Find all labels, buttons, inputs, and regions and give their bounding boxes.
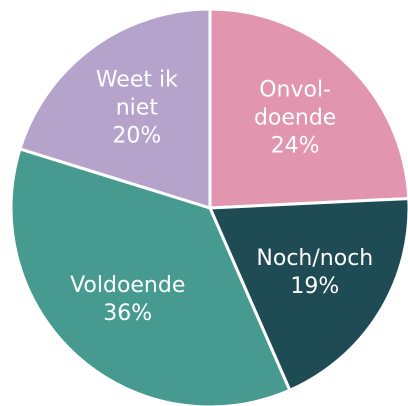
slice-value-label: 24%	[271, 134, 320, 159]
pie-slice	[208, 7, 408, 210]
slice-value-label: 19%	[290, 274, 339, 299]
slice-label-line: Weet ik	[96, 68, 178, 93]
slice-label: Voldoende	[70, 273, 185, 298]
slice-label: Onvol-doende	[254, 78, 336, 131]
pie-slice	[18, 7, 212, 211]
slice-value-label: 20%	[112, 124, 161, 149]
slice-label: Weet ik niet	[96, 68, 178, 121]
slice-label-line: Onvol-	[259, 78, 331, 103]
slice-label-line: doende	[254, 106, 336, 131]
slice-label: Noch/noch	[256, 246, 373, 271]
slice-label-line: Noch/noch	[256, 246, 373, 271]
pie-slice	[207, 197, 408, 393]
slice-label-line: Voldoende	[70, 273, 185, 298]
slice-value-label: 36%	[103, 301, 152, 326]
slice-label-line: niet	[116, 96, 159, 121]
